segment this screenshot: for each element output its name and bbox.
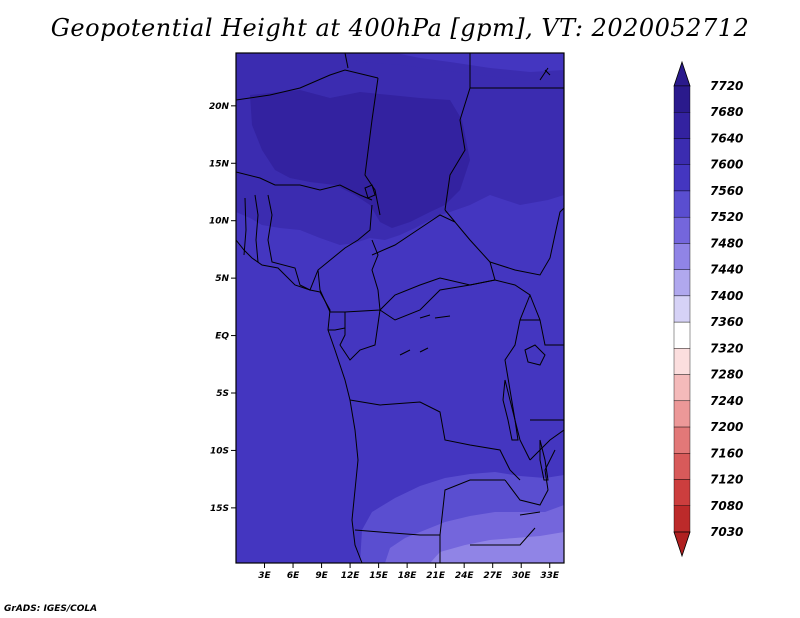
- colorbar-segment: [673, 295, 691, 323]
- colorbar-label: 7560: [710, 184, 743, 198]
- colorbar-label: 7200: [710, 420, 743, 434]
- latitude-axis: 20N 15N 10N 5N EQ 5S 10S 15S: [209, 102, 236, 514]
- border-namibia: [439, 527, 536, 563]
- border-uganda-kenya: [520, 294, 564, 346]
- colorbar-label: 7120: [710, 473, 743, 487]
- kariba: [519, 511, 541, 516]
- colorbar-label: 7400: [710, 289, 743, 303]
- colorbar-label: 7720: [710, 79, 743, 93]
- lon-tick-label: 12E: [341, 571, 361, 581]
- colorbar-label: 7030: [710, 525, 743, 539]
- border-sahel: [236, 171, 373, 201]
- border-gabon: [328, 327, 346, 331]
- colorbar-segment: [673, 216, 691, 244]
- lon-tick-label: 9E: [315, 571, 328, 581]
- colorbar-label: 7280: [710, 368, 743, 382]
- border-nigeria: [267, 194, 373, 291]
- colorbar-label: 7640: [710, 131, 743, 145]
- field-7680: [250, 90, 470, 228]
- lon-tick-label: 21E: [426, 571, 446, 581]
- lon-tick-label: 27E: [483, 571, 503, 581]
- lon-tick-label: 6E: [287, 571, 300, 581]
- colorbar-bottom-arrow: [673, 531, 691, 558]
- colorbar-segment: [673, 269, 691, 297]
- lat-tick-label: 20N: [209, 102, 230, 112]
- field-7480: [430, 532, 564, 563]
- lon-tick-label: 24E: [455, 571, 475, 581]
- map-title: Geopotential Height at 400hPa [gpm], VT:…: [50, 14, 750, 42]
- lat-tick-label: 5N: [215, 274, 229, 284]
- colorbar-label: 7480: [710, 236, 743, 250]
- longitude-axis: 3E 6E 9E 12E 15E 18E 21E 24E 27E 30E 33E: [258, 563, 560, 581]
- height-field: [236, 53, 564, 563]
- lon-tick-label: 3E: [258, 571, 271, 581]
- colorbar-segment: [673, 112, 691, 139]
- colorbar-segment: [673, 505, 691, 533]
- upper-lakes: [399, 314, 451, 356]
- border-togo: [243, 197, 247, 256]
- lat-tick-label: 15N: [209, 159, 230, 169]
- colorbar-label: 7320: [710, 341, 743, 355]
- lon-tick-label: 33E: [540, 571, 560, 581]
- lon-tick-label: 18E: [398, 571, 418, 581]
- border-car: [371, 214, 496, 311]
- colorbar-segment: [673, 400, 691, 428]
- lat-tick-label: 10N: [209, 217, 230, 227]
- colorbar-segment: [673, 453, 691, 480]
- border-mali-niger: [236, 69, 379, 101]
- border-sudan-south: [444, 207, 564, 276]
- colorbar-segment: [673, 348, 691, 375]
- map-frame: [235, 52, 565, 564]
- lon-tick-label: 30E: [512, 571, 532, 581]
- colorbar-label: 7360: [710, 315, 743, 329]
- country-borders: [236, 53, 564, 563]
- border-tanzania: [529, 419, 564, 461]
- colorbar-label: 7160: [710, 446, 743, 460]
- border-angola: [349, 399, 521, 481]
- colorbar: 7720 7680 7640 7600 7560 7520 7480 7440 7400 7360…: [673, 60, 743, 558]
- lake-tanganyika: [502, 379, 519, 441]
- lake-chad: [364, 184, 376, 199]
- colorbar-segment: [673, 479, 691, 506]
- east-coast: [539, 67, 551, 81]
- colorbar-label: 7240: [710, 394, 743, 408]
- colorbar-label: 7080: [710, 499, 743, 513]
- lon-tick-label: 15E: [369, 571, 389, 581]
- colorbar-segment: [673, 426, 691, 454]
- colorbar-segment: [673, 164, 691, 192]
- colorbar-segment: [673, 138, 691, 165]
- colorbar-segment: [673, 374, 691, 402]
- lat-tick-label: 15S: [210, 504, 229, 514]
- lake-victoria: [524, 344, 546, 366]
- colorbar-label: 7440: [710, 263, 743, 277]
- border-benin: [254, 194, 259, 263]
- field-7600-north: [395, 53, 564, 72]
- border-congo: [339, 309, 381, 361]
- lat-tick-label: 5S: [216, 389, 229, 399]
- border-chad-sudan: [444, 53, 471, 211]
- colorbar-segment: [673, 85, 691, 113]
- grads-credit: GrADS: IGES/COLA: [4, 604, 98, 614]
- border-algeria-niger: [344, 53, 349, 69]
- lat-tick-label: EQ: [215, 332, 229, 342]
- border-niger-chad: [364, 77, 381, 216]
- border-zambia: [504, 449, 556, 506]
- lake-malawi: [539, 439, 549, 481]
- colorbar-top-arrow: [673, 60, 691, 87]
- colorbar-segment: [673, 321, 691, 349]
- colorbar-label: 7520: [710, 210, 743, 224]
- colorbar-label: 7600: [710, 158, 743, 172]
- colorbar-segment: [673, 190, 691, 218]
- colorbar-label: 7680: [710, 105, 743, 119]
- colorbar-segment: [673, 243, 691, 270]
- lat-tick-label: 10S: [210, 446, 229, 456]
